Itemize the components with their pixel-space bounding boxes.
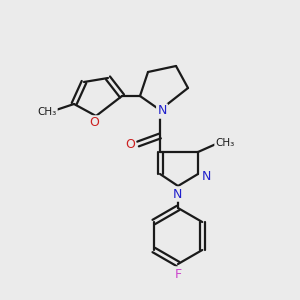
Text: N: N <box>172 188 182 200</box>
Text: CH₃: CH₃ <box>38 107 57 117</box>
Text: N: N <box>157 104 167 118</box>
Text: N: N <box>201 169 211 182</box>
Text: O: O <box>89 116 99 130</box>
Text: F: F <box>174 268 182 281</box>
Text: CH₃: CH₃ <box>215 138 235 148</box>
Text: O: O <box>125 139 135 152</box>
